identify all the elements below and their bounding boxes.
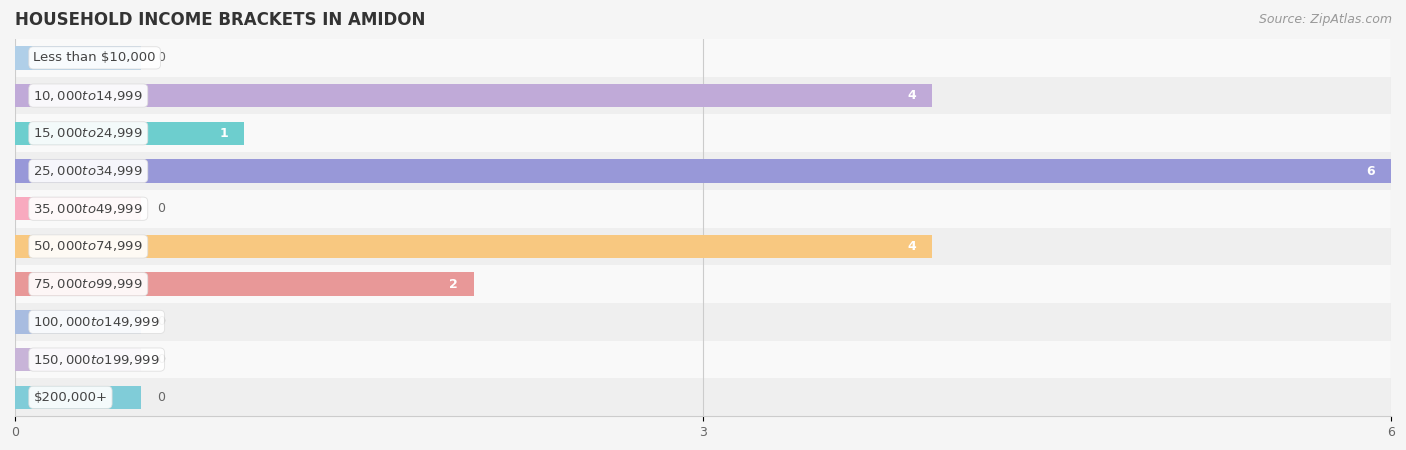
Text: 4: 4 [907, 240, 917, 253]
Bar [15, 348, 141, 371]
Bar [15, 114, 1391, 152]
Bar [15, 235, 932, 258]
Text: 0: 0 [157, 202, 166, 215]
Bar [15, 122, 245, 145]
Bar [15, 341, 1391, 378]
Text: 0: 0 [157, 315, 166, 328]
Bar [15, 303, 1391, 341]
Text: $75,000 to $99,999: $75,000 to $99,999 [34, 277, 143, 291]
Bar [15, 266, 1391, 303]
Text: $25,000 to $34,999: $25,000 to $34,999 [34, 164, 143, 178]
Text: 2: 2 [449, 278, 458, 291]
Bar [15, 197, 141, 220]
Bar [15, 310, 141, 333]
Bar [15, 84, 932, 107]
Bar [15, 159, 1391, 183]
Bar [15, 76, 1391, 114]
Bar [15, 190, 1391, 228]
Text: $150,000 to $199,999: $150,000 to $199,999 [34, 353, 160, 367]
Bar [15, 272, 474, 296]
Bar [15, 386, 141, 409]
Text: 0: 0 [157, 353, 166, 366]
Text: 0: 0 [157, 51, 166, 64]
Bar [15, 378, 1391, 416]
Text: $35,000 to $49,999: $35,000 to $49,999 [34, 202, 143, 216]
Text: 4: 4 [907, 89, 917, 102]
Bar [15, 39, 1391, 76]
Text: 0: 0 [157, 391, 166, 404]
Text: 1: 1 [219, 127, 228, 140]
Text: $10,000 to $14,999: $10,000 to $14,999 [34, 89, 143, 103]
Text: $100,000 to $149,999: $100,000 to $149,999 [34, 315, 160, 329]
Text: Less than $10,000: Less than $10,000 [34, 51, 156, 64]
Text: HOUSEHOLD INCOME BRACKETS IN AMIDON: HOUSEHOLD INCOME BRACKETS IN AMIDON [15, 11, 426, 29]
Text: $50,000 to $74,999: $50,000 to $74,999 [34, 239, 143, 253]
Text: 6: 6 [1367, 165, 1375, 177]
Bar [15, 152, 1391, 190]
Text: $200,000+: $200,000+ [34, 391, 107, 404]
Text: $15,000 to $24,999: $15,000 to $24,999 [34, 126, 143, 140]
Bar [15, 228, 1391, 266]
Text: Source: ZipAtlas.com: Source: ZipAtlas.com [1258, 14, 1392, 27]
Bar [15, 46, 141, 70]
